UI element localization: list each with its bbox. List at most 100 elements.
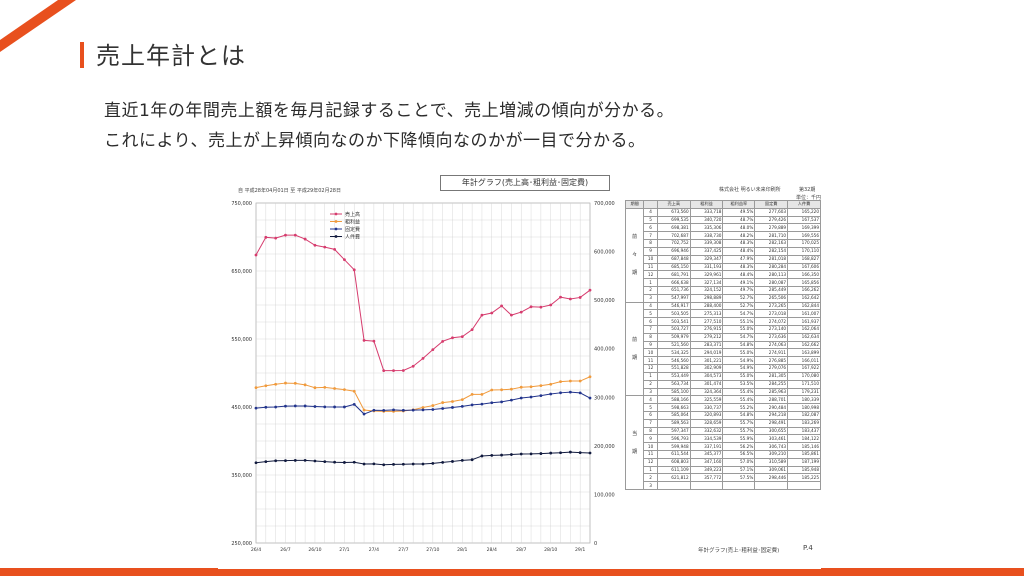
table-cell: 534,325 <box>656 348 691 358</box>
table-cell: 5 <box>643 403 658 412</box>
table-cell: 55.2% <box>722 403 756 412</box>
table-cell: 330,737 <box>689 403 724 412</box>
table-cell: 166,011 <box>787 356 821 366</box>
table-cell: 5 <box>643 215 658 225</box>
table-cell: 702,687 <box>656 231 691 241</box>
table-cell: 170,025 <box>787 239 821 248</box>
table-cell: 8 <box>643 239 658 248</box>
table-cell: 503,541 <box>656 317 691 326</box>
x-axis-tick-label: 28/4 <box>487 547 497 553</box>
table-cell: 280,113 <box>754 270 789 280</box>
data-point <box>500 453 503 457</box>
data-point <box>284 381 287 385</box>
table-cell: 9 <box>643 246 658 256</box>
table-cell: 182,087 <box>787 410 821 420</box>
table-cell: 702,752 <box>656 239 691 248</box>
table-cell: 288,701 <box>754 395 789 405</box>
data-point <box>372 339 376 343</box>
table-cell: 298,889 <box>689 293 724 303</box>
table-cell <box>754 481 789 491</box>
left-axis-tick-label: 350,000 <box>231 473 252 479</box>
data-point <box>264 405 268 409</box>
right-axis-tick-label: 400,000 <box>594 347 615 353</box>
table-cell: 333,718 <box>689 207 724 217</box>
table-cell: 53.5% <box>722 379 756 389</box>
table-cell: 3 <box>643 293 658 303</box>
table-cell: 320,893 <box>689 410 724 420</box>
table-cell: 698,381 <box>656 223 691 233</box>
table-cell: 2 <box>643 379 658 389</box>
table-cell: 309,210 <box>754 450 789 459</box>
data-point <box>529 385 533 389</box>
table-cell: 347,160 <box>689 457 724 467</box>
table-row: 10 687,848 329,347 47.9% 281,018 168,827 <box>626 254 821 264</box>
document-unit: 単位：千円 <box>796 195 822 201</box>
table-cell: 285,963 <box>754 387 789 397</box>
data-point <box>480 454 484 458</box>
right-axis-tick-label: 100,000 <box>594 492 615 498</box>
table-cell: 681,791 <box>656 270 691 280</box>
table-row: 3 <box>626 481 821 491</box>
table-cell: 183,437 <box>787 426 821 436</box>
data-point <box>470 393 474 396</box>
table-cell: 6 <box>643 223 658 233</box>
table-cell: 54.7% <box>722 309 756 319</box>
data-point <box>549 382 553 386</box>
table-cell: 54.9% <box>722 356 756 366</box>
table-cell: 183,269 <box>787 418 821 428</box>
table-cell: 167,922 <box>787 364 821 373</box>
data-point <box>451 406 454 409</box>
table-cell: 55.4% <box>722 387 756 397</box>
table-cell: 161,007 <box>787 309 821 319</box>
data-point <box>421 406 425 409</box>
table-cell: 1 <box>643 278 658 287</box>
data-point <box>559 295 562 299</box>
data-point <box>411 364 415 368</box>
table-cell: 599,948 <box>656 442 691 451</box>
table-cell: 304,573 <box>689 371 724 381</box>
data-point <box>588 375 592 379</box>
table-cell: 282,163 <box>754 239 789 248</box>
table-cell: 279,076 <box>754 364 789 373</box>
table-header-row: 期間 売上高 粗利益 粗利益率 固定費 人件費 <box>624 200 821 209</box>
right-axis-tick-label: 500,000 <box>594 298 615 304</box>
data-point <box>333 247 336 251</box>
table-cell: 303,461 <box>754 434 789 444</box>
data-point <box>343 258 346 262</box>
table-cell: 2 <box>643 473 658 483</box>
data-point <box>451 400 454 403</box>
table-cell: 546,560 <box>656 356 691 366</box>
table-cell: 699,535 <box>656 215 691 225</box>
data-point <box>421 408 425 412</box>
table-cell: 546,917 <box>656 301 691 311</box>
table-cell <box>787 481 821 491</box>
table-cell: 337,191 <box>689 442 724 451</box>
document-heading: 年計グラフ(売上高･粗利益･固定費) <box>440 175 610 191</box>
data-point <box>500 388 503 392</box>
table-cell: 279,426 <box>754 215 789 225</box>
data-point <box>323 405 327 409</box>
table-cell: 4 <box>643 395 658 405</box>
table-cell: 12 <box>643 270 658 280</box>
data-point <box>303 383 307 387</box>
legend-marker <box>334 235 338 238</box>
table-row: 10 534,325 294,019 55.0% 274,911 163,899 <box>626 348 821 358</box>
table-cell: 273,018 <box>754 309 789 319</box>
table-cell: 52.7% <box>722 293 756 303</box>
table-row: 1 666,638 327,134 49.1% 280,087 165,856 <box>626 278 821 287</box>
data-point <box>490 454 494 457</box>
table-cell: 47.9% <box>722 254 756 264</box>
table-cell: 273,265 <box>754 301 789 311</box>
table-cell: 12 <box>643 457 658 467</box>
description-line-2: これにより、売上が上昇傾向なのか下降傾向なのかが一目で分かる。 <box>104 131 646 151</box>
legend-marker <box>334 227 338 231</box>
table-cell: 329,961 <box>689 270 724 280</box>
data-point <box>480 313 484 317</box>
data-point <box>352 460 356 464</box>
table-cell: 162,662 <box>787 340 821 350</box>
data-point <box>549 392 553 396</box>
table-cell: 5 <box>643 309 658 319</box>
data-point <box>441 460 445 464</box>
data-point <box>323 460 327 463</box>
table-cell: 7 <box>643 231 658 241</box>
